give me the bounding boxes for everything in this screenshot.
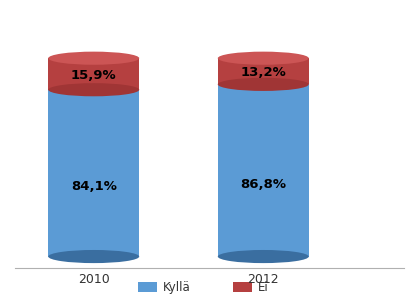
Text: Kyllä: Kyllä: [163, 281, 191, 294]
Polygon shape: [48, 90, 139, 257]
Text: 2010: 2010: [78, 273, 110, 285]
Polygon shape: [300, 58, 309, 84]
Ellipse shape: [48, 83, 139, 96]
Polygon shape: [233, 283, 252, 292]
Ellipse shape: [218, 52, 309, 65]
Ellipse shape: [218, 78, 309, 91]
Polygon shape: [48, 90, 57, 257]
Polygon shape: [48, 58, 139, 90]
Ellipse shape: [218, 250, 309, 263]
Text: 13,2%: 13,2%: [241, 66, 286, 79]
Text: Ei: Ei: [258, 281, 269, 294]
Ellipse shape: [48, 52, 139, 65]
Ellipse shape: [48, 250, 139, 263]
Polygon shape: [300, 84, 309, 257]
Polygon shape: [218, 84, 226, 257]
Polygon shape: [138, 283, 157, 292]
Polygon shape: [218, 84, 309, 257]
Text: 86,8%: 86,8%: [240, 178, 286, 191]
Polygon shape: [218, 58, 309, 84]
Polygon shape: [48, 58, 57, 90]
Polygon shape: [131, 58, 139, 90]
Text: 2012: 2012: [248, 273, 279, 285]
Polygon shape: [218, 58, 226, 84]
Polygon shape: [131, 90, 139, 257]
Text: 15,9%: 15,9%: [71, 69, 116, 82]
Text: 84,1%: 84,1%: [71, 180, 116, 193]
